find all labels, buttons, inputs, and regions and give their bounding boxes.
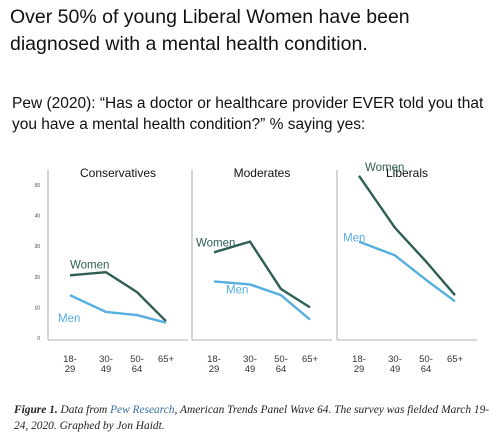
x-tick-label: 30- [388,354,402,365]
series-label-women: Women [196,237,235,249]
x-tick-label: 49 [245,364,256,375]
x-tick-label: 18- [63,354,77,365]
series-line-men [69,294,167,324]
x-tick-label: 64 [276,364,287,375]
x-tick-label: 30- [243,354,257,365]
x-tick-label: 49 [390,364,401,375]
caption-source-link[interactable]: Pew Research [110,404,175,416]
y-tick-label: 0 [37,336,40,342]
series-line-men [213,280,311,321]
x-tick-label: 18- [352,354,366,365]
x-tick-label: 65+ [447,354,464,365]
chart: Conservatives0102030405018-2930-4950-646… [34,162,477,375]
x-tick-label: 65+ [302,354,319,365]
survey-question: Pew (2020): “Has a doctor or healthcare … [12,95,484,133]
caption-figure-number: Figure 1. [14,404,58,416]
caption-text-pre: Data from [57,404,111,416]
x-tick-label: 65+ [158,354,175,365]
x-tick-label: 29 [354,364,365,375]
panel-title-liberals: Liberals [386,166,428,180]
y-tick-label: 20 [34,275,40,281]
x-tick-label: 50- [274,354,288,365]
series-label-women: Women [365,162,404,174]
x-tick-label: 64 [421,364,432,375]
y-tick-label: 50 [34,183,40,189]
caption-text-post: , American Trends Panel Wave 64. The sur… [14,404,490,432]
series-label-men: Men [226,284,248,296]
series-line-women [69,271,167,323]
x-tick-label: 64 [132,364,143,375]
x-tick-label: 29 [209,364,220,375]
x-tick-label: 30- [99,354,113,365]
panel-title-moderates: Moderates [234,166,291,180]
panel-title-conservatives: Conservatives [80,166,156,180]
series-label-men: Men [343,233,365,245]
figure-caption: Figure 1. Data from Pew Research, Americ… [14,402,494,434]
y-tick-label: 30 [34,244,40,250]
x-tick-label: 29 [65,364,76,375]
x-tick-label: 50- [419,354,433,365]
series-line-women [358,175,456,296]
series-label-men: Men [58,313,80,325]
x-tick-label: 18- [207,354,221,365]
y-tick-label: 10 [34,305,40,311]
x-tick-label: 50- [130,354,144,365]
x-tick-label: 49 [101,364,112,375]
headline: Over 50% of young Liberal Women have bee… [10,6,410,55]
y-tick-label: 40 [34,214,40,220]
series-line-men [358,240,456,303]
series-line-women [213,240,311,309]
series-label-women: Women [70,259,109,271]
